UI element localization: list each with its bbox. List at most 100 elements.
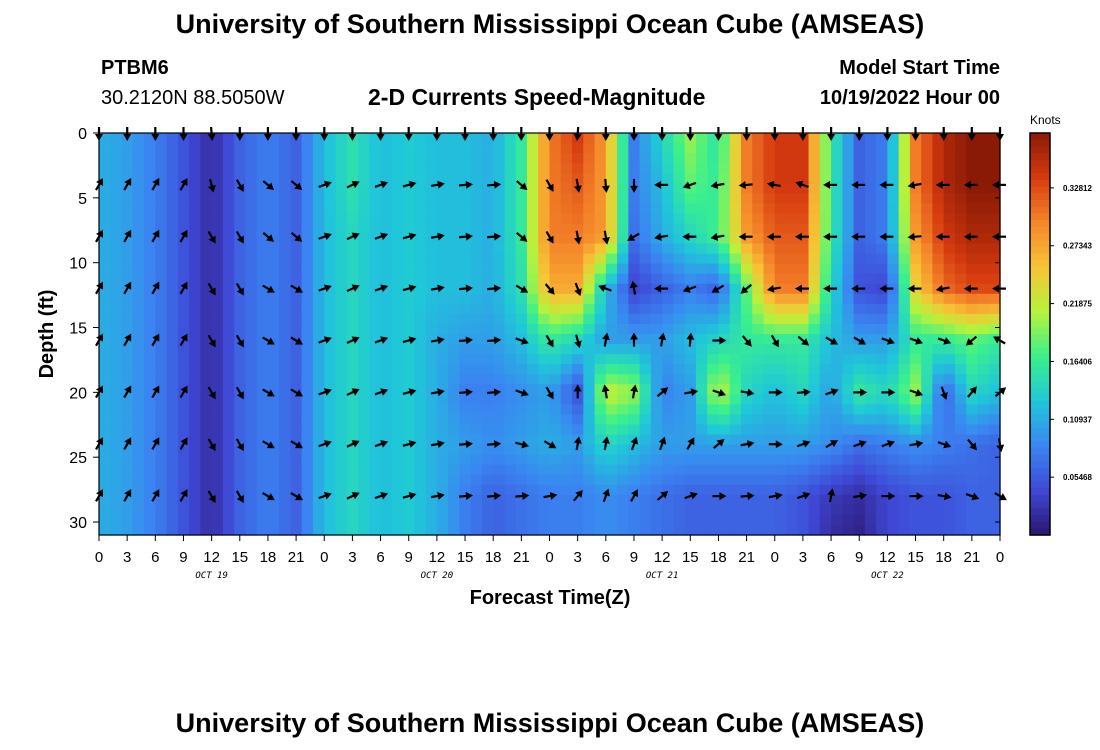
heatmap-cell [504,183,517,194]
heatmap-cell [560,193,573,204]
heatmap-cell [707,424,720,436]
heatmap-cell [324,203,337,214]
colorbar-segment [1030,434,1050,442]
heatmap-cell [966,203,979,214]
current-arrow [965,335,978,346]
heatmap-cell [481,183,494,194]
heatmap-cell [414,263,427,275]
heatmap-cell [99,163,111,174]
heatmap-cell [605,404,618,415]
heatmap-cell [189,344,201,355]
colorbar-segment [1030,146,1050,154]
heatmap-cell [279,434,292,446]
heatmap-cell [853,404,866,415]
heatmap-cell [842,313,855,325]
heatmap-cell [909,293,922,305]
heatmap-cell [493,444,506,456]
current-arrow [853,336,867,345]
colorbar-segment [1030,253,1050,261]
heatmap-cell [526,514,539,526]
heatmap-cell [358,354,370,365]
heatmap-cell [414,404,427,415]
heatmap-cell [121,364,134,375]
heatmap-cell [774,474,787,486]
heatmap-cell [211,173,224,184]
heatmap-cell [808,514,821,526]
heatmap-cell [797,153,810,164]
heatmap-cell [403,464,415,476]
heatmap-cell [977,193,990,204]
heatmap-cell [515,203,528,214]
heatmap-cell [831,334,843,345]
heatmap-cell [650,263,663,275]
heatmap-cell [864,173,877,184]
heatmap-cell [966,434,979,446]
heatmap-cell [144,163,156,174]
colorbar-segment [1030,508,1050,516]
current-arrow [374,284,389,293]
heatmap-cell [617,283,629,295]
colorbar-segment [1030,307,1050,315]
heatmap-cell [267,444,280,456]
heatmap-cell [763,514,776,526]
heatmap-cell [132,344,145,355]
heatmap-cell [526,143,539,154]
heatmap-cell [369,203,382,214]
current-arrow [879,232,894,241]
heatmap-cell [909,233,922,245]
heatmap-cell [110,173,123,184]
heatmap-cell [279,444,292,456]
heatmap-cell [267,183,280,194]
heatmap-cell [740,344,753,355]
heatmap-cell [819,384,832,395]
heatmap-cell [493,243,506,255]
heatmap-cell [155,504,168,516]
heatmap-cell [617,303,629,315]
heatmap-cell [538,494,551,506]
heatmap-cell [786,354,798,365]
plot-title: 2-D Currents Speed-Magnitude [368,84,706,110]
heatmap-cell [459,424,472,436]
heatmap-cell [864,454,877,466]
heatmap-cell [572,494,584,506]
heatmap-cell [549,344,562,355]
heatmap-cell [684,203,697,214]
heatmap-cell [234,193,247,204]
heatmap-cell [538,133,551,144]
heatmap-cell [279,404,292,415]
heatmap-cell [819,364,832,375]
heatmap-cell [909,193,922,204]
heatmap-cell [932,183,945,194]
heatmap-cell [132,293,145,305]
heatmap-cell [256,374,269,385]
heatmap-cell [369,344,382,355]
current-arrow [825,440,839,449]
heatmap-cell [121,233,134,245]
heatmap-cell [312,213,325,225]
current-arrow [545,334,554,348]
heatmap-cell [436,484,449,496]
heatmap-cell [876,504,888,516]
heatmap-cell [583,494,596,506]
heatmap-cell [876,524,888,536]
heatmap-cell [279,213,292,225]
heatmap-cell [650,504,663,516]
heatmap-cell [831,243,843,255]
heatmap-cell [921,173,934,184]
heatmap-cell [707,514,720,526]
heatmap-cell [909,524,922,536]
heatmap-cell [526,474,539,486]
heatmap-cell [898,374,911,385]
heatmap-cell [369,404,382,415]
heatmap-cell [808,233,821,245]
heatmap-cell [876,273,888,285]
heatmap-cell [403,183,415,194]
heatmap-cell [515,344,528,355]
station-id: PTBM6 [101,57,169,79]
heatmap-cell [988,404,1001,415]
heatmap-cell [752,273,765,285]
heatmap-cell [324,474,337,486]
heatmap-cell [786,464,798,476]
heatmap-cell [177,183,190,194]
heatmap-cell [211,434,224,446]
